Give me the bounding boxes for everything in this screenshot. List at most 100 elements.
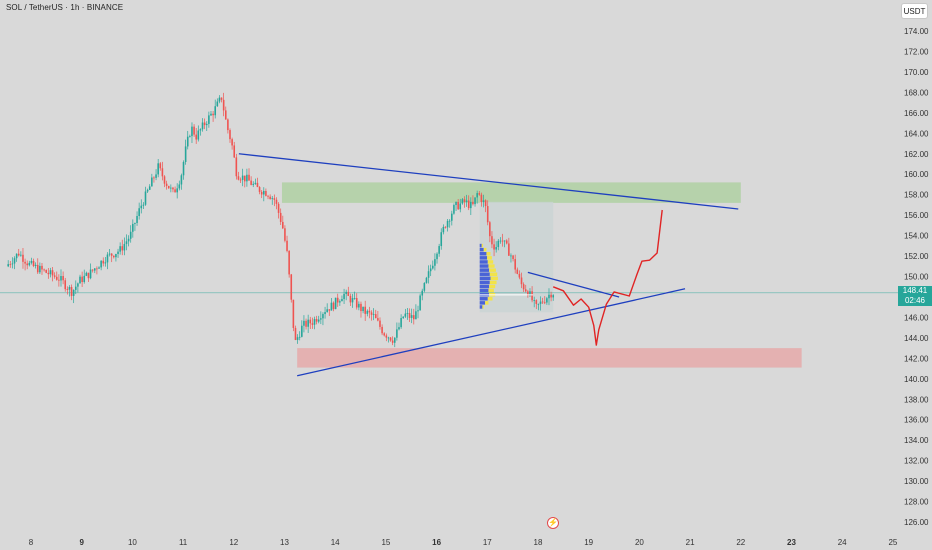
candle-body bbox=[41, 265, 43, 270]
candle-body bbox=[282, 221, 284, 229]
candle-body bbox=[22, 254, 24, 262]
candle-body bbox=[218, 97, 221, 102]
candle-body bbox=[362, 306, 364, 312]
candle-body bbox=[170, 187, 172, 189]
candle-body bbox=[163, 176, 166, 184]
candle-body bbox=[408, 313, 411, 318]
supply-zone[interactable] bbox=[281, 182, 741, 203]
profile-up-bar bbox=[479, 305, 483, 309]
candle-body bbox=[184, 146, 187, 163]
y-tick-label: 146.00 bbox=[904, 313, 929, 322]
candle-body bbox=[199, 129, 202, 131]
y-tick-label: 174.00 bbox=[904, 27, 929, 36]
profile-down-bar bbox=[488, 264, 495, 268]
candle-body bbox=[417, 310, 419, 312]
candle-body bbox=[254, 182, 257, 184]
projection-path[interactable] bbox=[552, 209, 663, 346]
candle-body bbox=[457, 201, 459, 210]
candle-body bbox=[465, 200, 468, 202]
profile-down-bar bbox=[489, 272, 498, 276]
trendlines-layer[interactable] bbox=[238, 153, 739, 377]
candle-body bbox=[100, 260, 102, 268]
candle-body bbox=[336, 297, 339, 303]
candle-body bbox=[444, 226, 447, 228]
candle-body bbox=[161, 168, 164, 177]
candle-body bbox=[491, 236, 493, 245]
candle-body bbox=[9, 264, 12, 265]
demand-zone[interactable] bbox=[297, 348, 802, 368]
candle-body bbox=[303, 320, 305, 326]
candle-body bbox=[396, 329, 398, 338]
profile-up-bar bbox=[479, 288, 489, 293]
candle-body bbox=[358, 303, 360, 308]
candle-body bbox=[527, 291, 529, 296]
profile-down-bar bbox=[489, 284, 496, 289]
candle-body bbox=[429, 268, 432, 272]
candle-body bbox=[438, 246, 440, 254]
candle-body bbox=[108, 253, 111, 255]
candle-body bbox=[497, 240, 500, 248]
candle-body bbox=[250, 180, 252, 185]
candle-body bbox=[98, 267, 100, 269]
candle-body bbox=[17, 253, 20, 256]
candle-body bbox=[389, 337, 392, 341]
y-tick-label: 142.00 bbox=[904, 354, 929, 363]
candle-body bbox=[398, 327, 400, 330]
candle-body bbox=[26, 263, 28, 266]
candle-body bbox=[277, 203, 280, 213]
candle-body bbox=[49, 270, 52, 275]
y-tick-label: 150.00 bbox=[904, 273, 929, 282]
candle-body bbox=[231, 139, 233, 146]
candle-body bbox=[15, 253, 18, 259]
y-tick-label: 136.00 bbox=[904, 416, 929, 425]
candle-body bbox=[77, 283, 79, 287]
candle-body bbox=[136, 215, 138, 224]
candle-body bbox=[222, 99, 225, 111]
candle-body bbox=[292, 299, 295, 328]
candle-body bbox=[227, 119, 229, 131]
candle-body bbox=[298, 336, 301, 338]
candle-body bbox=[212, 113, 214, 116]
candle-body bbox=[127, 238, 130, 242]
x-tick-label: 21 bbox=[686, 538, 695, 547]
candle-body bbox=[81, 276, 83, 283]
candle-body bbox=[406, 313, 409, 314]
candle-body bbox=[307, 319, 309, 327]
currency-badge[interactable]: USDT bbox=[901, 3, 928, 19]
x-tick-label: 19 bbox=[584, 538, 593, 547]
candle-body bbox=[360, 303, 362, 312]
candle-body bbox=[366, 310, 369, 314]
candle-body bbox=[326, 309, 328, 313]
candle-body bbox=[451, 213, 453, 221]
upper-triangle-trendline[interactable] bbox=[238, 153, 739, 210]
candle-body bbox=[174, 189, 176, 193]
candle-body bbox=[529, 291, 531, 296]
candle-body bbox=[269, 196, 271, 199]
volume-profile bbox=[479, 243, 533, 309]
candle-body bbox=[34, 264, 37, 266]
candle-body bbox=[176, 188, 178, 193]
candle-body bbox=[467, 200, 470, 209]
x-tick-label: 22 bbox=[736, 538, 745, 547]
symbol-title[interactable]: SOL / TetherUS · 1h · BINANCE bbox=[6, 3, 124, 12]
x-tick-label: 23 bbox=[787, 538, 796, 547]
lower-triangle-trendline[interactable] bbox=[297, 288, 686, 377]
candle-body bbox=[448, 220, 451, 222]
tradingview-logo-icon[interactable]: ⚡ bbox=[547, 517, 559, 529]
candle-body bbox=[516, 269, 519, 274]
candle-body bbox=[353, 298, 356, 299]
candle-body bbox=[123, 243, 126, 251]
profile-up-bar bbox=[479, 247, 484, 252]
candle-body bbox=[93, 268, 96, 271]
candle-body bbox=[195, 134, 197, 140]
candle-body bbox=[520, 277, 523, 285]
candle-body bbox=[324, 312, 326, 315]
candle-body bbox=[113, 255, 115, 258]
candle-body bbox=[368, 310, 371, 313]
candle-body bbox=[151, 177, 153, 187]
small-upper-trendline[interactable] bbox=[527, 271, 620, 298]
candle-body bbox=[415, 311, 417, 320]
candle-body bbox=[495, 247, 497, 250]
candle-body bbox=[142, 204, 145, 206]
